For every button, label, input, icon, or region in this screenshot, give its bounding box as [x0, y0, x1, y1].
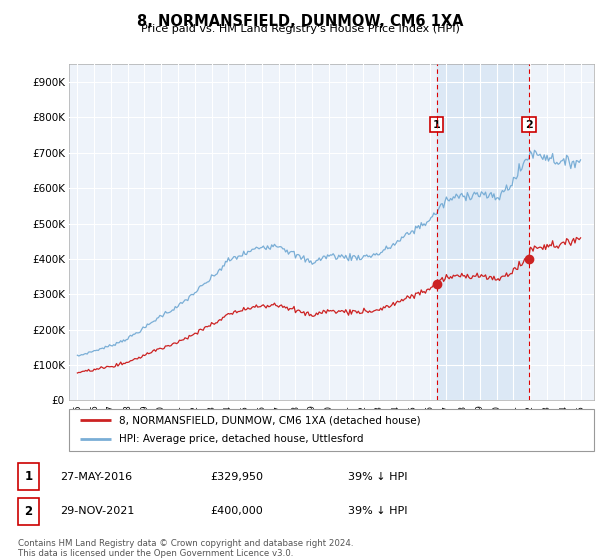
Text: 29-NOV-2021: 29-NOV-2021 — [60, 506, 134, 516]
Text: Contains HM Land Registry data © Crown copyright and database right 2024.
This d: Contains HM Land Registry data © Crown c… — [18, 539, 353, 558]
Text: 8, NORMANSFIELD, DUNMOW, CM6 1XA (detached house): 8, NORMANSFIELD, DUNMOW, CM6 1XA (detach… — [119, 415, 421, 425]
Text: 8, NORMANSFIELD, DUNMOW, CM6 1XA: 8, NORMANSFIELD, DUNMOW, CM6 1XA — [137, 14, 463, 29]
Text: Price paid vs. HM Land Registry's House Price Index (HPI): Price paid vs. HM Land Registry's House … — [140, 24, 460, 34]
Text: £400,000: £400,000 — [210, 506, 263, 516]
Bar — [437, 64, 529, 400]
FancyBboxPatch shape — [69, 409, 594, 451]
Text: 2: 2 — [525, 119, 533, 129]
Text: 1: 1 — [433, 119, 440, 129]
Text: HPI: Average price, detached house, Uttlesford: HPI: Average price, detached house, Uttl… — [119, 435, 364, 445]
Text: 27-MAY-2016: 27-MAY-2016 — [60, 472, 132, 482]
Text: £329,950: £329,950 — [210, 472, 263, 482]
Text: 2: 2 — [25, 505, 32, 518]
Text: 1: 1 — [25, 470, 32, 483]
Text: 39% ↓ HPI: 39% ↓ HPI — [348, 506, 407, 516]
Text: 39% ↓ HPI: 39% ↓ HPI — [348, 472, 407, 482]
